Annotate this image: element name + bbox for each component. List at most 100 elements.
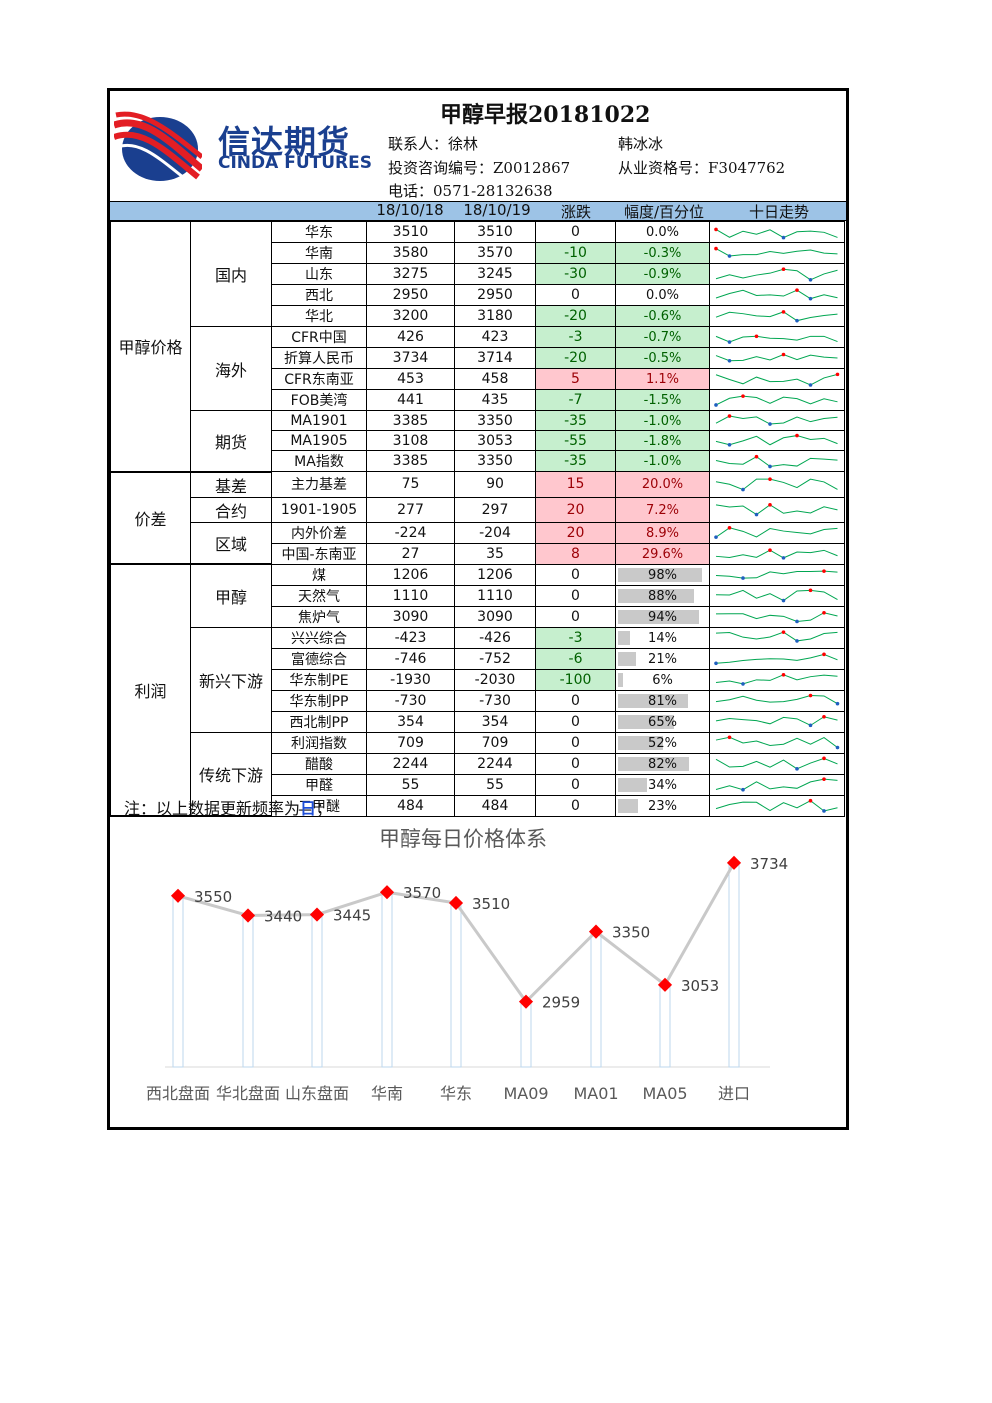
table-row: 华南 3580 3570 -10 -0.3% (111, 242, 845, 264)
chart-title: 甲醇每日价格体系 (379, 827, 547, 851)
row-label: 甲醛 (271, 773, 367, 796)
data-label: 3570 (403, 884, 441, 902)
value-date-1: 453 (366, 368, 455, 390)
value-date-2: 2950 (454, 284, 536, 306)
sparkline-low-marker (822, 809, 826, 813)
trend-sparkline (709, 263, 845, 285)
trend-sparkline (709, 410, 845, 431)
trend-sparkline (709, 221, 845, 243)
data-label: 3550 (194, 888, 232, 906)
report-title: 甲醇早报20181022 (440, 102, 651, 128)
sparkline-high-marker (808, 798, 813, 803)
sparkline-chart (715, 372, 840, 387)
percentile-bar (618, 588, 694, 603)
value-date-1: 3108 (366, 430, 455, 451)
row-label: 兴兴综合 (271, 626, 367, 649)
percentile-cell: 6% (615, 668, 710, 691)
column-header-bar: 18/10/18 18/10/19 涨跌 幅度/百分位 十日走势 (110, 201, 846, 221)
trend-sparkline (709, 647, 845, 670)
row-label: 山东 (271, 263, 367, 285)
change-value: -10 (535, 242, 616, 264)
change-value: -20 (535, 305, 616, 327)
sparkline-high-marker (795, 287, 799, 292)
percentile-bar (618, 567, 703, 582)
sparkline-low-marker (795, 767, 799, 771)
trend-sparkline (709, 689, 845, 712)
table-row: 甲醛 55 55 0 34% (111, 773, 845, 796)
percentile-bar (618, 630, 631, 645)
sparkline-low-marker (741, 487, 745, 492)
sparkline-low-marker (795, 639, 799, 643)
sparkline-line (715, 268, 838, 280)
percent-value: 34% (648, 777, 677, 793)
row-label: 1901-1905 (271, 496, 367, 523)
table-row: 甲醇价格 国内 华东 3510 3510 0 0.0% (110, 221, 845, 473)
change-value: 5 (535, 368, 616, 390)
trend-sparkline (709, 731, 845, 754)
value-date-2: -204 (454, 521, 536, 544)
sparkline-line (715, 736, 838, 748)
trend-sparkline (709, 710, 845, 733)
brand-name-cn: 信达期货 (218, 123, 351, 161)
value-date-2: 709 (454, 731, 536, 754)
trend-sparkline (709, 668, 845, 691)
value-date-2: 458 (454, 368, 536, 390)
sparkline-chart (714, 652, 838, 666)
row-label: FOB美湾 (271, 389, 367, 411)
sparkline-high-marker (835, 372, 840, 376)
table-row: 折算人民币 3734 3714 -20 -0.5% (111, 347, 845, 369)
sparkline-line (715, 674, 838, 685)
percentile-cell: 82% (615, 752, 710, 775)
sparkline-low-marker (795, 318, 799, 322)
change-value: 20 (535, 521, 616, 544)
data-label: 3053 (681, 977, 719, 995)
note-text: 注：以上数据更新频率为 (124, 799, 301, 818)
change-value: -35 (535, 450, 616, 472)
column-percent: 幅度/百分位 (623, 203, 705, 221)
table-row: 天然气 1110 1110 0 88% (111, 584, 845, 607)
row-label: 煤 (271, 563, 367, 586)
row-label: 折算人民币 (271, 347, 367, 369)
percentile-bar (618, 798, 638, 813)
sparkline-line (715, 335, 838, 343)
value-date-2: -2030 (454, 668, 536, 691)
sparkline-low-marker (768, 422, 772, 426)
value-date-1: 2244 (366, 752, 455, 775)
sparkline-high-marker (754, 454, 759, 459)
drop-line (728, 862, 740, 1068)
row-label: 华南 (271, 242, 367, 264)
percent-value: 88% (648, 588, 677, 604)
x-tick-label: MA01 (573, 1084, 618, 1103)
x-tick-label: 进口 (718, 1084, 750, 1103)
percent-value: 82% (648, 756, 677, 772)
percent-value: 81% (648, 693, 677, 709)
sparkline-low-marker (808, 296, 813, 300)
table-row: 新兴下游 兴兴综合 -423 -426 -3 14% (111, 626, 845, 733)
row-label: 华东制PP (271, 689, 367, 712)
change-value: 0 (535, 710, 616, 733)
sparkline-high-marker (714, 246, 718, 250)
value-date-1: 3385 (366, 410, 455, 431)
percentile-bar (618, 714, 674, 729)
row-label: CFR东南亚 (271, 368, 367, 390)
sparkline-low-marker (727, 339, 732, 344)
trend-sparkline (709, 584, 845, 607)
sparkline-low-marker (808, 382, 813, 387)
value-date-2: 423 (454, 326, 536, 348)
percent-value: 0.0% (645, 225, 680, 240)
value-date-2: 3350 (454, 450, 536, 472)
change-value: -55 (535, 430, 616, 451)
sparkline-low-marker (795, 619, 799, 624)
sparkline-line (715, 800, 838, 812)
sparkline-high-marker (768, 503, 772, 507)
sparkline-low-marker (835, 701, 840, 706)
percent-value: -1.5% (643, 393, 682, 408)
sparkline-chart (714, 227, 838, 239)
advisory-number: 投资咨询编号：Z0012867 (388, 159, 571, 177)
value-date-2: 484 (454, 794, 536, 817)
value-date-1: 55 (366, 773, 455, 796)
percent-value: -0.6% (643, 309, 682, 324)
data-label: 3445 (333, 907, 371, 925)
x-tick-label: 华南 (371, 1084, 403, 1103)
sparkline-high-marker (822, 569, 826, 573)
